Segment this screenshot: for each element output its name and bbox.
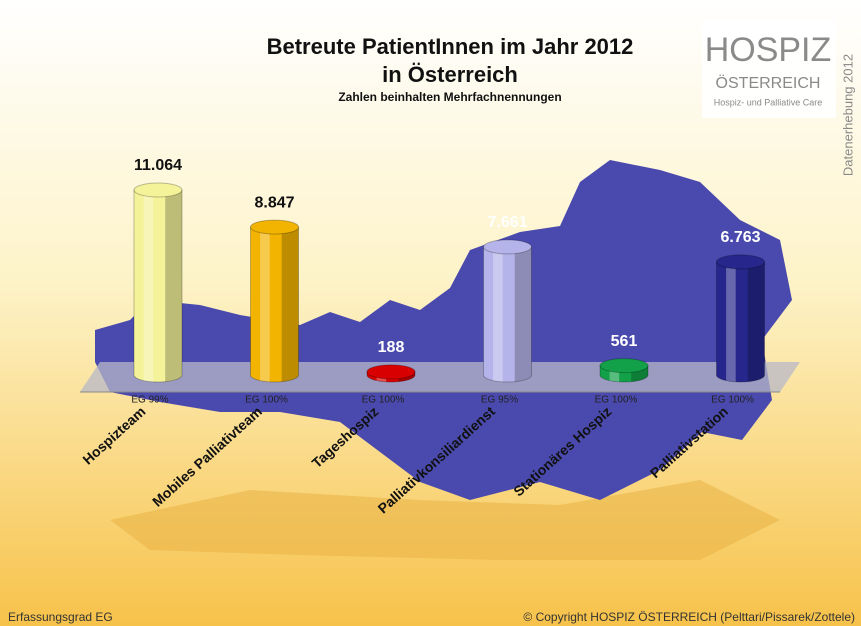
coverage-label: EG 100% [711, 395, 754, 406]
chart-subtitle: Zahlen beinhalten Mehrfachnennungen [338, 90, 561, 104]
coverage-label: EG 100% [245, 395, 288, 406]
logo-tagline: Hospiz- und Palliative Care [714, 97, 823, 107]
bar [133, 189, 183, 383]
bar-top [250, 219, 299, 235]
coverage-label: EG 99% [131, 395, 168, 406]
map-shadow [110, 480, 780, 560]
bar [716, 261, 765, 383]
footnote: Erfassungsgrad EG [8, 610, 113, 624]
bar-highlight [726, 261, 736, 382]
copyright: © Copyright HOSPIZ ÖSTERREICH (Pelttari/… [523, 610, 855, 624]
value-label: 561 [611, 333, 638, 350]
bar-top [366, 364, 416, 380]
bar [250, 226, 299, 383]
bar-shade [514, 246, 532, 382]
bar [483, 246, 532, 383]
logo-country: ÖSTERREICH [716, 74, 821, 92]
value-label: 8.847 [254, 194, 294, 211]
chart-title: Betreute PatientInnen im Jahr 2012 [267, 34, 634, 59]
bar-top [133, 182, 183, 198]
coverage-label: EG 100% [595, 395, 638, 406]
coverage-label: EG 100% [362, 395, 405, 406]
bar-highlight [260, 227, 270, 382]
value-label: 6.763 [720, 229, 760, 246]
bar-top [716, 254, 765, 270]
bar-top [599, 358, 649, 374]
value-label: 11.064 [134, 157, 182, 174]
logo-name: HOSPIZ [705, 31, 832, 69]
map-austria [95, 160, 792, 500]
side-note: Datenerhebung 2012 [840, 54, 855, 176]
bar-highlight [143, 190, 154, 382]
bar-shade [165, 190, 182, 382]
coverage-label: EG 95% [481, 395, 518, 406]
bar-shade [281, 227, 299, 382]
bar-highlight [493, 246, 503, 382]
logo-box [702, 20, 836, 118]
bar-top [483, 239, 532, 255]
value-label: 188 [378, 339, 405, 356]
floor [80, 362, 800, 392]
chart-title: in Österreich [382, 62, 518, 87]
value-label: 7.661 [487, 214, 527, 231]
bar-shade [747, 261, 765, 382]
